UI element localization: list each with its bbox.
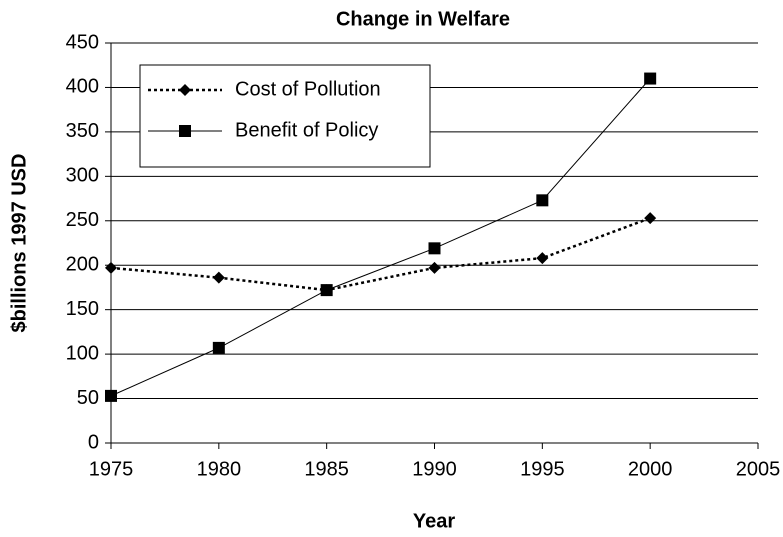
marker	[644, 72, 657, 85]
series-line	[110, 216, 651, 292]
x-tick-label: 1980	[197, 458, 242, 480]
y-axis-title: $billions 1997 USD	[8, 154, 30, 333]
x-tick-label: 1975	[89, 458, 134, 480]
y-tick-label: 100	[66, 342, 99, 364]
x-tick-label: 1985	[304, 458, 349, 480]
legend-label: Cost of Pollution	[235, 78, 381, 100]
x-tick-label: 2000	[628, 458, 673, 480]
marker	[536, 252, 549, 265]
marker	[105, 261, 117, 274]
series-line	[110, 78, 651, 397]
legend-marker	[179, 125, 191, 137]
y-tick-label: 450	[66, 31, 99, 53]
y-tick-label: 0	[88, 431, 99, 453]
marker	[428, 242, 441, 255]
legend-box	[139, 64, 431, 168]
marker	[105, 389, 117, 402]
y-tick-label: 400	[66, 76, 99, 98]
x-axis-title: Year	[413, 510, 455, 532]
y-tick-label: 350	[66, 120, 99, 142]
legend-label: Benefit of Policy	[235, 119, 378, 141]
marker	[428, 261, 441, 274]
x-tick-label: 2005	[736, 458, 781, 480]
marker	[320, 284, 333, 297]
legend-marker	[179, 84, 191, 96]
marker	[536, 194, 549, 207]
marker	[212, 341, 225, 354]
y-tick-label: 300	[66, 165, 99, 187]
marker	[644, 212, 657, 225]
x-tick-label: 1995	[520, 458, 565, 480]
y-tick-label: 200	[66, 254, 99, 276]
y-tick-label: 150	[66, 298, 99, 320]
y-tick-label: 50	[77, 387, 99, 409]
y-tick-label: 250	[66, 209, 99, 231]
x-tick-label: 1990	[412, 458, 457, 480]
chart-title: Change in Welfare	[336, 8, 510, 30]
marker	[212, 271, 225, 284]
